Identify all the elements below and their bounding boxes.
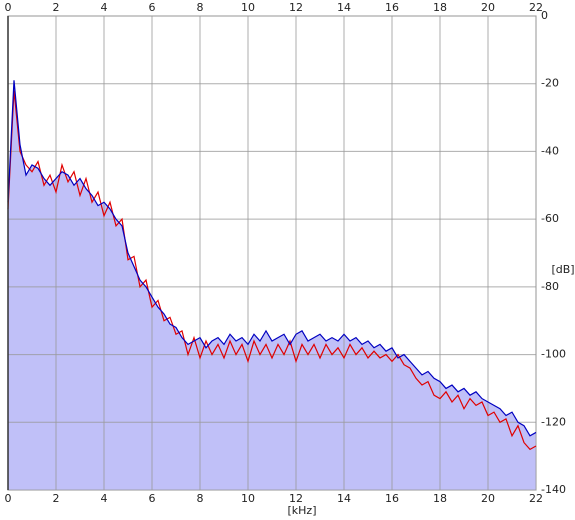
x-tick-label: 14 (337, 1, 351, 14)
x-tick-label: 10 (241, 492, 255, 505)
y-tick-label: -60 (541, 212, 559, 225)
y-tick-label: -80 (541, 280, 559, 293)
x-tick-label: 12 (289, 492, 303, 505)
spectrum-line (7, 80, 537, 437)
x-tick-label: 6 (149, 1, 156, 14)
y-axis-label: [dB] (551, 263, 574, 276)
x-tick-label: 4 (101, 1, 108, 14)
x-tick-label: 2 (53, 1, 60, 14)
x-tick-label: 2 (53, 492, 60, 505)
y-tick-label: -140 (541, 483, 566, 496)
y-tick-label: -100 (541, 348, 566, 361)
x-tick-label: 10 (241, 1, 255, 14)
x-tick-label: 8 (197, 492, 204, 505)
x-tick-label: 0 (5, 1, 12, 14)
x-tick-label: 20 (481, 492, 495, 505)
x-tick-label: 22 (529, 1, 543, 14)
y-tick-label: 0 (541, 9, 548, 22)
x-tick-label: 18 (433, 492, 447, 505)
x-tick-label: 4 (101, 492, 108, 505)
spectrum-line (7, 90, 537, 451)
y-tick-label: -20 (541, 77, 559, 90)
x-tick-label: 20 (481, 1, 495, 14)
x-tick-label: 16 (385, 1, 399, 14)
x-tick-label: 12 (289, 1, 303, 14)
y-tick-label: -40 (541, 144, 559, 157)
x-axis-label: [kHz] (288, 504, 317, 517)
x-tick-label: 22 (529, 492, 543, 505)
x-tick-label: 0 (5, 492, 12, 505)
x-tick-label: 18 (433, 1, 447, 14)
x-tick-label: 8 (197, 1, 204, 14)
x-tick-label: 14 (337, 492, 351, 505)
x-tick-label: 16 (385, 492, 399, 505)
y-tick-label: -120 (541, 415, 566, 428)
spectrum-area (8, 80, 536, 490)
x-tick-label: 6 (149, 492, 156, 505)
